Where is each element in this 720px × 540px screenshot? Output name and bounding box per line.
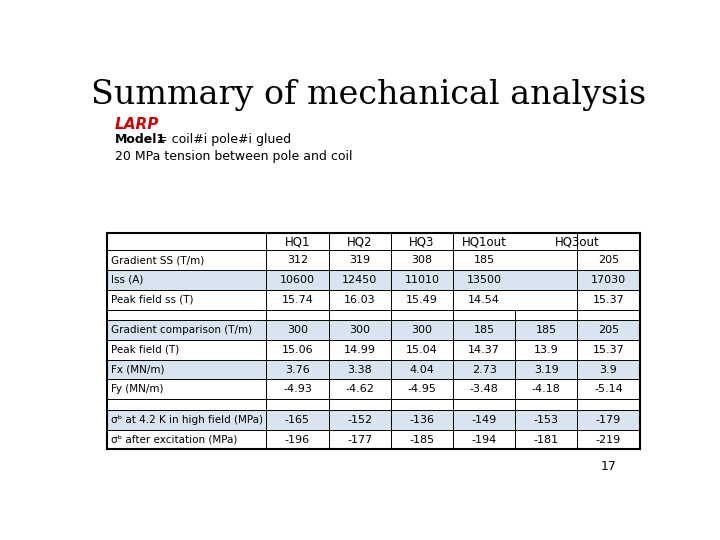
Text: Gradient comparison (T/m): Gradient comparison (T/m) — [111, 325, 252, 335]
Text: 13500: 13500 — [467, 275, 502, 285]
Text: 205: 205 — [598, 255, 619, 265]
Text: 14.54: 14.54 — [468, 295, 500, 305]
Text: Peak field (T): Peak field (T) — [111, 345, 179, 355]
Text: 10600: 10600 — [280, 275, 315, 285]
Text: -181: -181 — [534, 435, 559, 444]
Bar — [107, 360, 639, 380]
Text: -196: -196 — [285, 435, 310, 444]
Text: 15.06: 15.06 — [282, 345, 313, 355]
Text: -149: -149 — [472, 415, 497, 425]
Text: -185: -185 — [409, 435, 434, 444]
Text: 15.74: 15.74 — [282, 295, 313, 305]
Text: Fy (MN/m): Fy (MN/m) — [111, 384, 163, 394]
Text: 11010: 11010 — [405, 275, 439, 285]
Text: 15.37: 15.37 — [593, 295, 624, 305]
Text: Peak field ss (T): Peak field ss (T) — [111, 295, 193, 305]
Text: -4.95: -4.95 — [408, 384, 436, 394]
Text: 17: 17 — [601, 460, 617, 473]
Text: LARP: LARP — [115, 117, 160, 132]
Text: 185: 185 — [536, 325, 557, 335]
Text: 12450: 12450 — [342, 275, 377, 285]
Text: 300: 300 — [411, 325, 432, 335]
Text: -165: -165 — [285, 415, 310, 425]
Text: HQ3: HQ3 — [409, 235, 435, 248]
Text: 3.38: 3.38 — [347, 364, 372, 375]
Text: 312: 312 — [287, 255, 308, 265]
Text: HQ1: HQ1 — [284, 235, 310, 248]
Text: HQ1out: HQ1out — [462, 235, 506, 248]
Text: σᵇ at 4.2 K in high field (MPa): σᵇ at 4.2 K in high field (MPa) — [111, 415, 263, 425]
Text: -153: -153 — [534, 415, 559, 425]
Text: Model1: Model1 — [115, 133, 166, 146]
Text: 3.9: 3.9 — [600, 364, 617, 375]
Text: -3.48: -3.48 — [469, 384, 498, 394]
Text: 17030: 17030 — [591, 275, 626, 285]
Text: Summary of mechanical analysis: Summary of mechanical analysis — [91, 79, 647, 111]
Text: 205: 205 — [598, 325, 619, 335]
Text: 300: 300 — [349, 325, 370, 335]
Text: -177: -177 — [347, 435, 372, 444]
Text: 300: 300 — [287, 325, 308, 335]
Text: 319: 319 — [349, 255, 370, 265]
Bar — [107, 320, 639, 340]
Text: HQ3out: HQ3out — [555, 235, 600, 248]
Text: HQ2: HQ2 — [347, 235, 372, 248]
Text: 3.76: 3.76 — [285, 364, 310, 375]
Text: -136: -136 — [410, 415, 434, 425]
Text: 14.99: 14.99 — [343, 345, 376, 355]
Text: 2.73: 2.73 — [472, 364, 497, 375]
Text: 16.03: 16.03 — [344, 295, 375, 305]
Bar — [107, 410, 639, 430]
Text: Gradient SS (T/m): Gradient SS (T/m) — [111, 255, 204, 265]
Text: Iss (A): Iss (A) — [111, 275, 143, 285]
Bar — [107, 270, 639, 290]
Text: -4.18: -4.18 — [532, 384, 561, 394]
Text: -179: -179 — [596, 415, 621, 425]
Text: 185: 185 — [474, 255, 495, 265]
Text: 185: 185 — [474, 325, 495, 335]
Text: 14.37: 14.37 — [468, 345, 500, 355]
Text: -4.93: -4.93 — [283, 384, 312, 394]
Text: 308: 308 — [411, 255, 433, 265]
Text: σᵇ after excitation (MPa): σᵇ after excitation (MPa) — [111, 435, 237, 444]
Text: 15.49: 15.49 — [406, 295, 438, 305]
Text: 4.04: 4.04 — [410, 364, 434, 375]
Text: -152: -152 — [347, 415, 372, 425]
Text: -4.62: -4.62 — [345, 384, 374, 394]
Text: 15.04: 15.04 — [406, 345, 438, 355]
Text: -194: -194 — [472, 435, 497, 444]
Text: 3.19: 3.19 — [534, 364, 559, 375]
Text: 13.9: 13.9 — [534, 345, 559, 355]
Text: -5.14: -5.14 — [594, 384, 623, 394]
Text: 15.37: 15.37 — [593, 345, 624, 355]
Text: Fx (MN/m): Fx (MN/m) — [111, 364, 164, 375]
Text: = coil#i pole#i glued: = coil#i pole#i glued — [153, 133, 291, 146]
Text: -219: -219 — [596, 435, 621, 444]
Text: 20 MPa tension between pole and coil: 20 MPa tension between pole and coil — [115, 150, 353, 163]
